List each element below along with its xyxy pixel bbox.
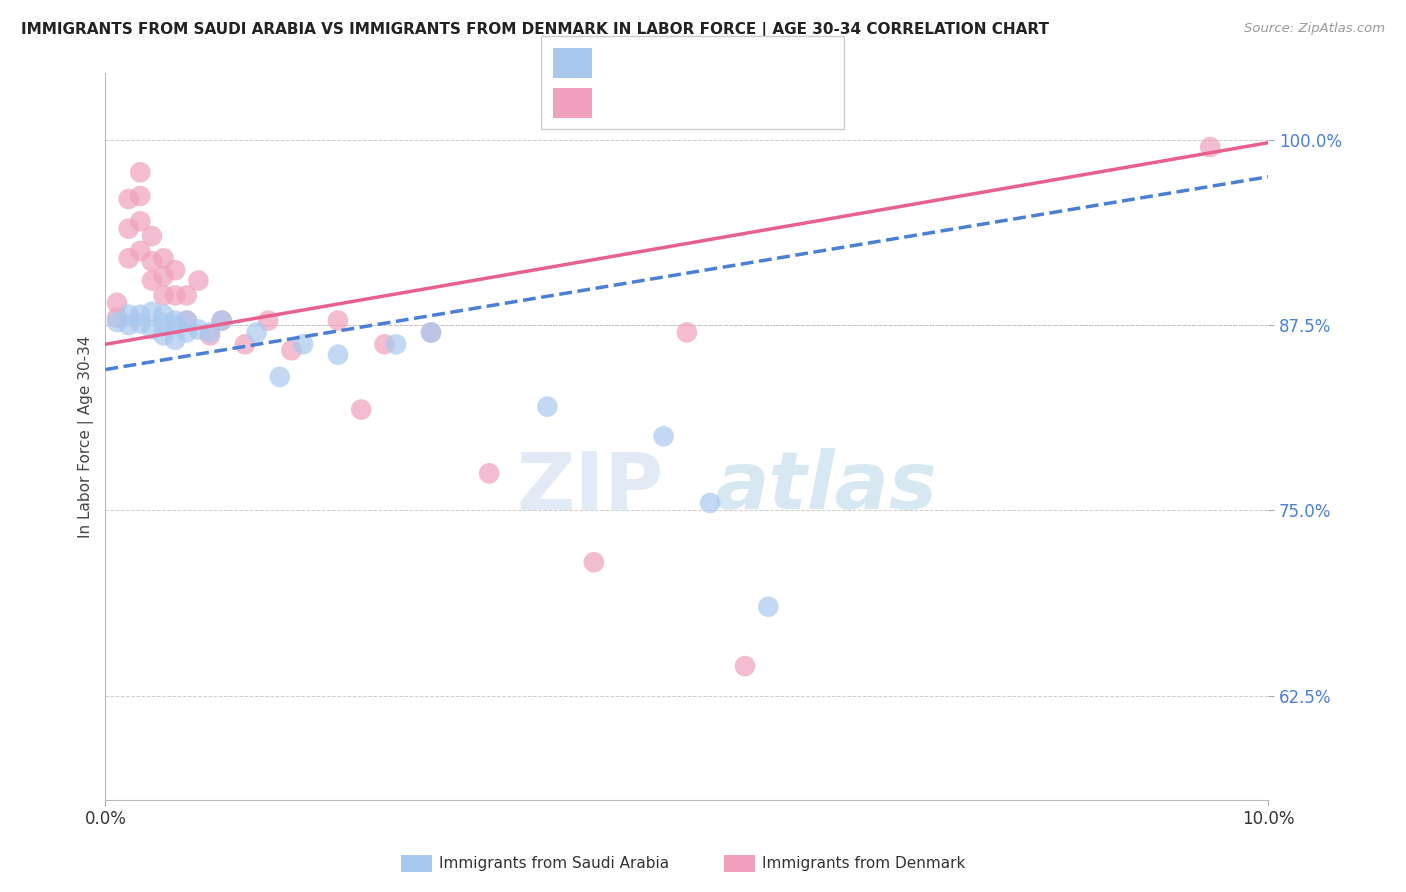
Point — [129, 244, 152, 258]
Point — [245, 326, 267, 340]
Point — [292, 337, 315, 351]
Point — [676, 326, 699, 340]
Point — [652, 429, 675, 443]
Point — [129, 165, 152, 179]
Point — [699, 496, 721, 510]
Text: Immigrants from Denmark: Immigrants from Denmark — [762, 856, 966, 871]
Point — [420, 326, 443, 340]
Point — [152, 308, 174, 322]
Point — [152, 269, 174, 284]
Point — [129, 214, 152, 228]
Point — [141, 254, 163, 268]
Point — [117, 308, 139, 322]
Point — [165, 313, 187, 327]
Text: Source: ZipAtlas.com: Source: ZipAtlas.com — [1244, 22, 1385, 36]
Text: R = 0.337   N = 28: R = 0.337 N = 28 — [603, 54, 773, 72]
Point — [176, 288, 198, 302]
Point — [141, 304, 163, 318]
Point — [152, 317, 174, 331]
Point — [734, 659, 756, 673]
Point — [326, 313, 349, 327]
Point — [176, 326, 198, 340]
Point — [176, 313, 198, 327]
Text: R = 0.186   N = 34: R = 0.186 N = 34 — [603, 95, 773, 112]
Text: IMMIGRANTS FROM SAUDI ARABIA VS IMMIGRANTS FROM DENMARK IN LABOR FORCE | AGE 30-: IMMIGRANTS FROM SAUDI ARABIA VS IMMIGRAN… — [21, 22, 1049, 38]
Point — [326, 348, 349, 362]
Point — [257, 313, 280, 327]
Point — [385, 337, 408, 351]
Point — [165, 333, 187, 347]
Point — [280, 343, 302, 358]
Point — [152, 328, 174, 343]
Point — [117, 221, 139, 235]
Point — [536, 400, 558, 414]
Point — [117, 318, 139, 332]
Point — [211, 313, 233, 327]
Point — [117, 252, 139, 266]
Point — [105, 310, 128, 325]
Point — [187, 322, 209, 336]
Point — [141, 229, 163, 244]
Point — [141, 322, 163, 336]
Point — [129, 317, 152, 331]
Point — [165, 318, 187, 332]
Point — [129, 308, 152, 322]
Point — [373, 337, 395, 351]
Point — [233, 337, 256, 351]
Point — [420, 326, 443, 340]
Point — [165, 288, 187, 302]
Point — [105, 315, 128, 329]
Text: Immigrants from Saudi Arabia: Immigrants from Saudi Arabia — [439, 856, 669, 871]
Point — [129, 189, 152, 203]
Point — [198, 326, 221, 340]
Point — [1199, 140, 1222, 154]
Point — [756, 599, 779, 614]
Point — [117, 192, 139, 206]
Point — [269, 370, 291, 384]
Point — [152, 252, 174, 266]
Point — [165, 263, 187, 277]
Point — [198, 328, 221, 343]
Point — [350, 402, 373, 417]
Point — [478, 467, 501, 481]
Point — [582, 555, 605, 569]
Point — [187, 274, 209, 288]
Text: ZIP: ZIP — [516, 448, 664, 526]
Point — [152, 288, 174, 302]
Point — [105, 295, 128, 310]
Y-axis label: In Labor Force | Age 30-34: In Labor Force | Age 30-34 — [79, 335, 94, 538]
Point — [211, 313, 233, 327]
Text: atlas: atlas — [716, 448, 938, 526]
Point — [176, 313, 198, 327]
Point — [141, 274, 163, 288]
